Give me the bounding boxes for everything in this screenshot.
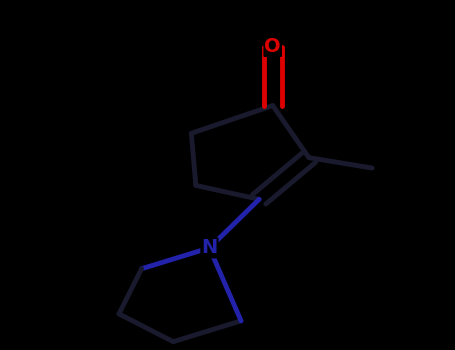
Text: O: O — [264, 37, 281, 56]
Text: N: N — [201, 238, 217, 257]
